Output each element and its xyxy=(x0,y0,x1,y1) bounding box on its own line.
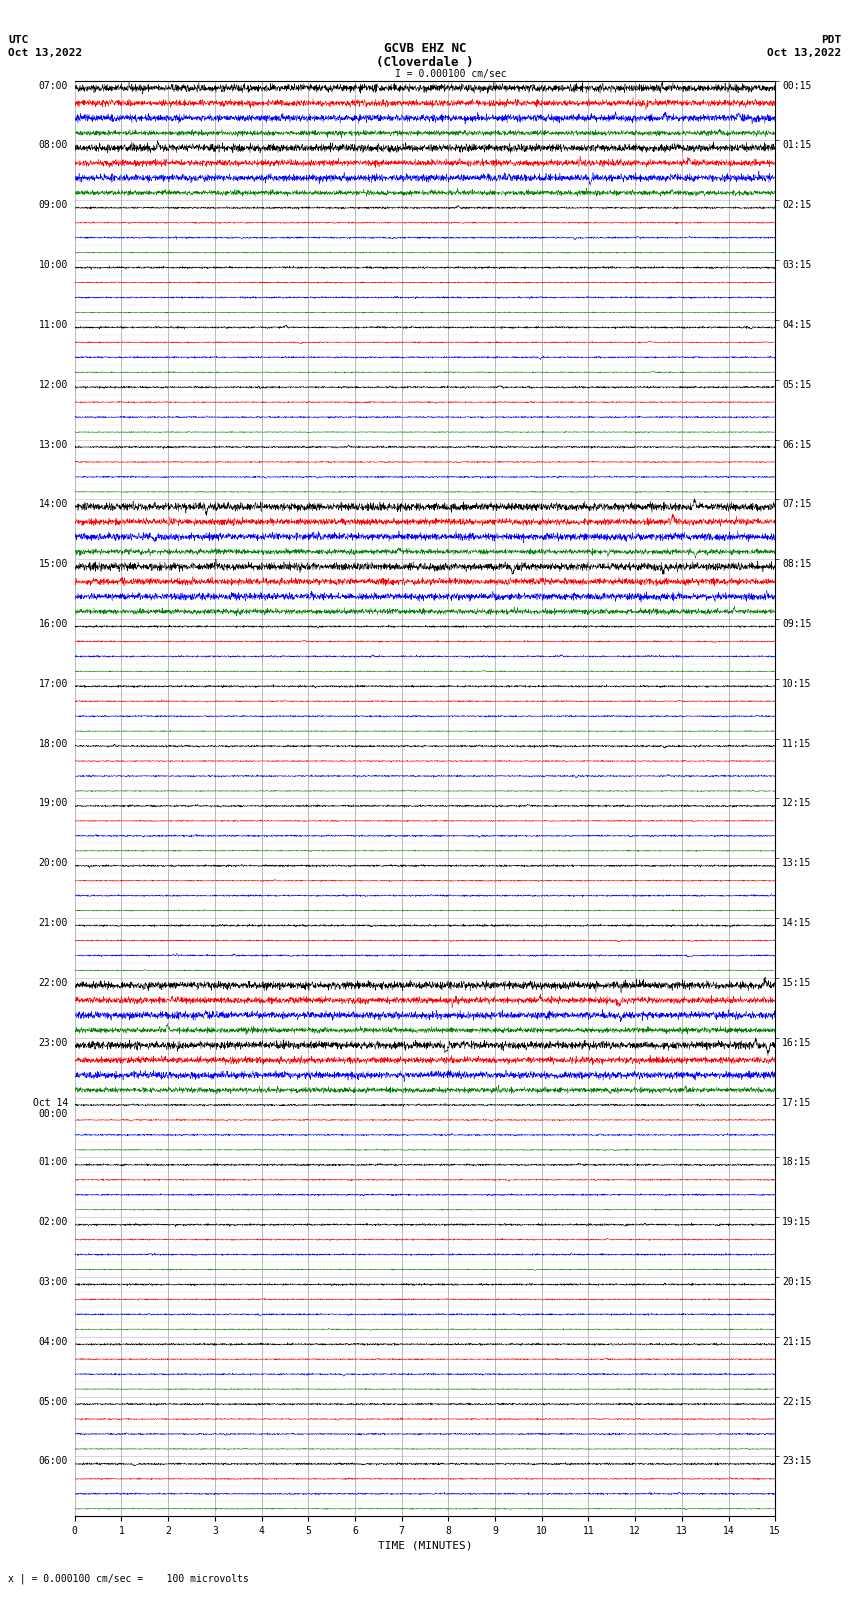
Text: x | = 0.000100 cm/sec =    100 microvolts: x | = 0.000100 cm/sec = 100 microvolts xyxy=(8,1573,249,1584)
Text: GCVB EHZ NC: GCVB EHZ NC xyxy=(383,42,467,55)
X-axis label: TIME (MINUTES): TIME (MINUTES) xyxy=(377,1540,473,1550)
Text: UTC: UTC xyxy=(8,35,29,45)
Text: Oct 13,2022: Oct 13,2022 xyxy=(768,48,842,58)
Text: PDT: PDT xyxy=(821,35,842,45)
Text: (Cloverdale ): (Cloverdale ) xyxy=(377,56,473,69)
Text: I = 0.000100 cm/sec: I = 0.000100 cm/sec xyxy=(394,69,507,79)
Text: Oct 13,2022: Oct 13,2022 xyxy=(8,48,82,58)
